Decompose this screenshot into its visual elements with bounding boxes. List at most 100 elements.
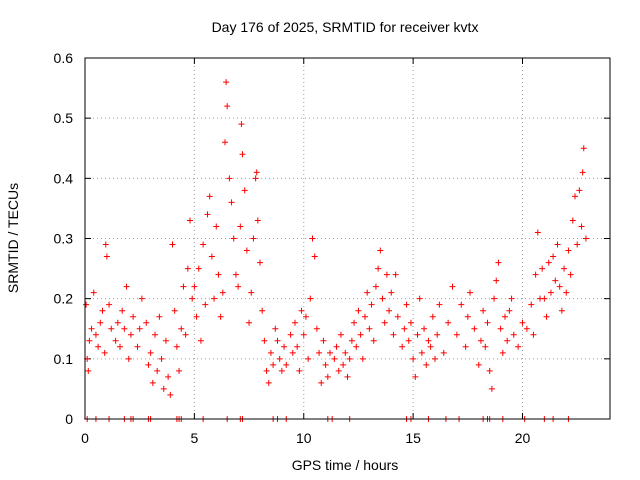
data-point xyxy=(467,289,473,296)
y-tick-label: 0.1 xyxy=(54,351,74,367)
data-point xyxy=(495,259,502,266)
data-point xyxy=(572,193,578,200)
data-point xyxy=(554,241,561,248)
data-point xyxy=(480,307,487,314)
plot-frame xyxy=(84,57,611,420)
grid-lines xyxy=(85,58,610,419)
data-point xyxy=(578,223,585,230)
data-point xyxy=(359,355,366,362)
y-tick-label: 0.4 xyxy=(54,170,74,186)
data-point xyxy=(394,313,401,320)
data-point xyxy=(294,343,301,350)
data-point xyxy=(316,349,323,356)
data-point xyxy=(259,307,266,314)
data-point xyxy=(298,307,305,314)
data-point xyxy=(508,295,515,302)
data-point xyxy=(206,193,213,200)
data-point xyxy=(215,271,222,278)
data-point xyxy=(582,235,589,242)
data-point xyxy=(379,295,386,302)
data-point xyxy=(156,313,163,320)
data-point xyxy=(318,379,325,386)
data-point xyxy=(145,361,152,368)
data-point xyxy=(515,343,522,350)
data-point xyxy=(85,367,92,374)
data-point xyxy=(222,139,228,146)
data-point xyxy=(204,211,211,218)
data-point xyxy=(416,295,423,302)
data-point xyxy=(504,337,511,344)
data-point xyxy=(333,343,340,350)
data-point xyxy=(558,307,565,314)
data-point xyxy=(390,331,397,338)
data-point xyxy=(88,325,95,332)
data-point xyxy=(320,337,327,344)
x-axis-label: GPS time / hours xyxy=(292,457,399,473)
data-point xyxy=(167,391,174,398)
data-point xyxy=(322,361,329,368)
data-point xyxy=(238,121,245,128)
data-point xyxy=(425,337,432,344)
data-point xyxy=(97,319,104,326)
data-point xyxy=(519,319,526,326)
data-point xyxy=(381,319,388,326)
data-point xyxy=(182,331,189,338)
data-point xyxy=(202,301,209,308)
data-point xyxy=(235,283,242,290)
data-point xyxy=(569,217,576,224)
data-point xyxy=(510,331,517,338)
data-point xyxy=(213,223,220,230)
x-tick-label: 20 xyxy=(515,430,531,446)
data-point xyxy=(502,313,508,320)
data-point xyxy=(552,277,559,284)
data-point xyxy=(138,295,145,302)
data-point xyxy=(543,313,550,320)
data-point xyxy=(292,319,298,326)
data-point xyxy=(114,319,121,326)
data-point xyxy=(243,247,250,254)
data-point xyxy=(331,355,338,362)
data-point xyxy=(296,367,303,374)
data-point xyxy=(579,169,586,176)
data-point xyxy=(169,241,176,248)
data-point xyxy=(497,325,504,332)
data-point xyxy=(228,199,235,206)
data-point xyxy=(127,331,134,338)
x-tick-label: 10 xyxy=(296,430,312,446)
data-point xyxy=(313,325,320,332)
data-point xyxy=(436,301,443,308)
data-point xyxy=(576,187,583,194)
data-point xyxy=(152,331,158,338)
data-point xyxy=(432,355,438,362)
data-point xyxy=(147,349,154,356)
data-point xyxy=(464,313,471,320)
data-point xyxy=(351,319,358,326)
data-point xyxy=(257,259,263,266)
data-point xyxy=(532,271,539,278)
data-point xyxy=(418,349,425,356)
data-point xyxy=(232,271,239,278)
data-point xyxy=(197,337,204,344)
data-point xyxy=(362,313,368,320)
data-point xyxy=(506,307,513,314)
data-point xyxy=(368,301,375,308)
data-point xyxy=(462,343,469,350)
data-point xyxy=(99,307,106,314)
data-point xyxy=(263,367,270,374)
data-point xyxy=(191,283,198,290)
data-point xyxy=(252,175,259,182)
data-point xyxy=(130,313,137,320)
data-point xyxy=(407,319,414,326)
data-point xyxy=(375,265,382,272)
data-point xyxy=(307,295,314,302)
data-point xyxy=(200,241,207,248)
data-point xyxy=(309,235,316,242)
data-point xyxy=(165,373,172,380)
data-point xyxy=(95,343,102,350)
data-point xyxy=(211,295,218,302)
data-point xyxy=(414,331,421,338)
data-point xyxy=(399,343,406,350)
data-point xyxy=(187,217,193,224)
data-point xyxy=(346,355,353,362)
data-point xyxy=(184,265,191,272)
